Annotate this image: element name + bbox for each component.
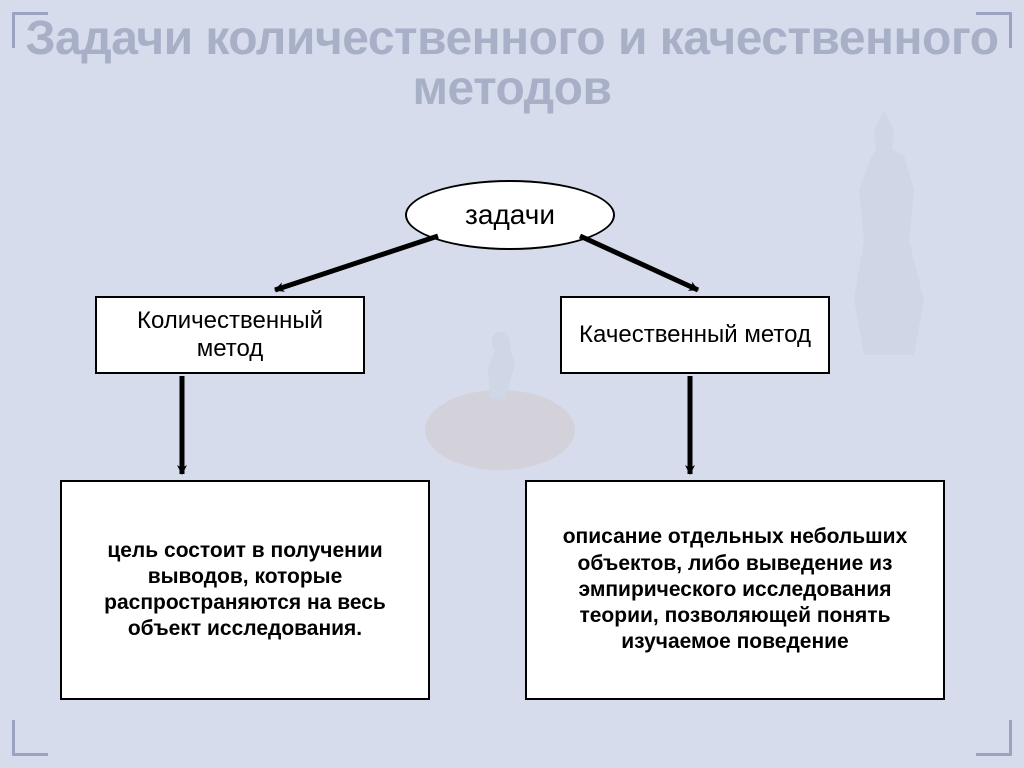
- node-left-desc: цель состоит в получении выводов, которы…: [60, 480, 430, 700]
- edge-root-right: [580, 236, 698, 290]
- node-right-desc: описание отдельных небольших объектов, л…: [525, 480, 945, 700]
- node-right-desc-label: описание отдельных небольших объектов, л…: [541, 524, 929, 655]
- corner-decoration-br: [976, 720, 1012, 756]
- background-silhouette-center: [420, 320, 580, 480]
- node-root: задачи: [405, 180, 615, 250]
- node-right-method: Качественный метод: [560, 296, 830, 374]
- edge-root-left: [275, 236, 438, 290]
- slide-title: Задачи количественного и качественного м…: [0, 14, 1024, 115]
- corner-decoration-bl: [12, 720, 48, 756]
- node-left-method-label: Количественный метод: [107, 307, 353, 362]
- node-root-label: задачи: [465, 199, 555, 231]
- node-right-method-label: Качественный метод: [579, 321, 811, 349]
- node-left-desc-label: цель состоит в получении выводов, которы…: [76, 538, 414, 643]
- node-left-method: Количественный метод: [95, 296, 365, 374]
